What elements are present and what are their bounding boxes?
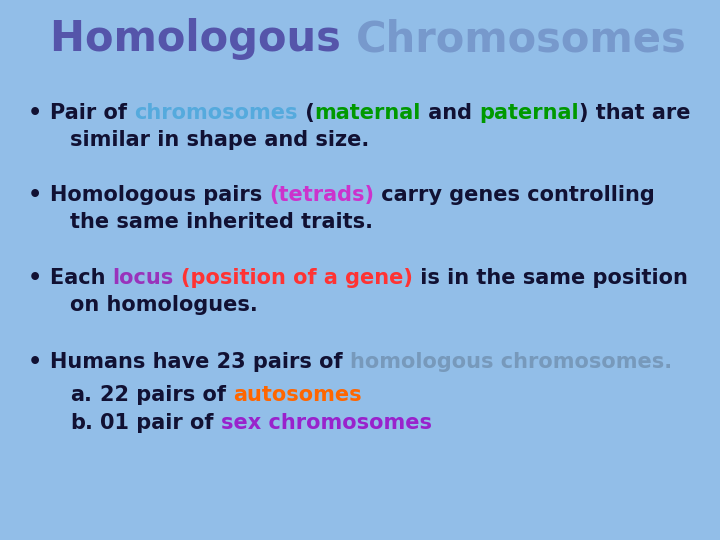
Text: maternal: maternal [315, 103, 421, 123]
Text: •: • [28, 185, 42, 205]
Text: (tetrads): (tetrads) [269, 185, 374, 205]
Text: Humans have 23 pairs of: Humans have 23 pairs of [50, 352, 350, 372]
Text: autosomes: autosomes [233, 385, 362, 405]
Text: 01 pair of: 01 pair of [100, 413, 221, 433]
Text: locus: locus [113, 268, 174, 288]
Text: ) that are: ) that are [579, 103, 690, 123]
Text: Chromosomes: Chromosomes [356, 18, 686, 60]
Text: •: • [28, 268, 42, 288]
Text: 22 pairs of: 22 pairs of [100, 385, 233, 405]
Text: carry genes controlling: carry genes controlling [374, 185, 655, 205]
Text: a.: a. [70, 385, 92, 405]
Text: •: • [28, 103, 42, 123]
Text: •: • [28, 352, 42, 372]
Text: the same inherited traits.: the same inherited traits. [70, 212, 373, 232]
Text: homologous chromosomes.: homologous chromosomes. [350, 352, 672, 372]
Text: similar in shape and size.: similar in shape and size. [70, 130, 369, 150]
Text: Each: Each [50, 268, 113, 288]
Text: chromosomes: chromosomes [134, 103, 298, 123]
Text: on homologues.: on homologues. [70, 295, 258, 315]
Text: is in the same position: is in the same position [413, 268, 688, 288]
Text: Pair of: Pair of [50, 103, 134, 123]
Text: paternal: paternal [479, 103, 579, 123]
Text: and: and [421, 103, 479, 123]
Text: Homologous: Homologous [50, 18, 356, 60]
Text: b.: b. [70, 413, 93, 433]
Text: sex chromosomes: sex chromosomes [221, 413, 432, 433]
Text: Homologous pairs: Homologous pairs [50, 185, 269, 205]
Text: (position of a gene): (position of a gene) [181, 268, 413, 288]
Text: (: ( [298, 103, 315, 123]
